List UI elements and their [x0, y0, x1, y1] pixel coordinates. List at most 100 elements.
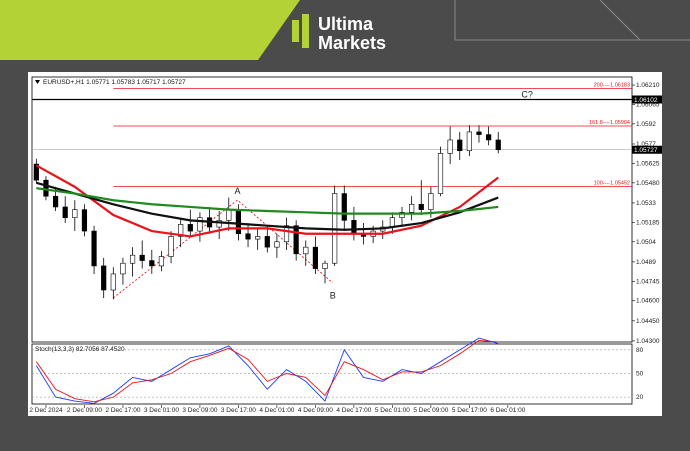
candle: [466, 125, 472, 157]
candle: [322, 260, 328, 284]
brand-line1: Ultima: [318, 14, 374, 34]
candle: [283, 217, 290, 250]
deco-line: [454, 0, 690, 41]
candle: [418, 180, 424, 215]
candle: [129, 247, 136, 277]
main-plot-frame: [31, 76, 633, 343]
annotation: B: [330, 290, 336, 300]
candle-body: [322, 262, 328, 269]
candle-body: [486, 134, 492, 141]
candle-body: [139, 254, 145, 261]
x-tick-label: 4 Dec 17:00: [336, 407, 371, 414]
candle-body: [197, 217, 203, 232]
y-tick-label: 1.04300: [636, 338, 660, 345]
candle: [91, 225, 97, 274]
y-tick-label: 1.05625: [636, 160, 660, 167]
candle-body: [235, 209, 242, 235]
wave-line: [113, 199, 334, 299]
candle-body: [110, 273, 116, 291]
candle-body: [341, 193, 347, 221]
brand-line2: Markets: [318, 33, 386, 53]
y-tick-label: 1.0592: [636, 121, 656, 128]
candle-body: [226, 209, 232, 221]
logo-bar: [302, 14, 309, 48]
candle: [81, 204, 88, 237]
candle: [264, 225, 270, 253]
x-tick-label: 4 Dec 01:00: [259, 407, 294, 414]
candle-body: [81, 209, 88, 232]
x-tick-label: 4 Dec 09:00: [298, 407, 333, 414]
candle: [399, 206, 405, 228]
y-tick-label: 1.05480: [636, 180, 660, 187]
stoch-title: Stoch(13,3,3) 82.7056 87.4520: [35, 346, 125, 353]
candle-body: [72, 209, 78, 218]
y-tick-label: 1.0577: [636, 141, 656, 148]
candle-body: [264, 236, 270, 248]
annotation: C?: [521, 89, 533, 99]
candle: [409, 196, 415, 221]
candle-body: [43, 179, 49, 197]
level-tag: [632, 95, 662, 104]
moving-average: [36, 187, 499, 215]
candle-body: [216, 220, 222, 228]
candle-body: [399, 212, 405, 218]
x-tick-label: 2 Dec 09:00: [67, 407, 102, 414]
x-tick-label: 5 Dec 01:00: [375, 407, 410, 414]
last-price-tag: [632, 145, 662, 154]
y-tick-label: 1.06210: [636, 82, 660, 89]
y-tick-label: 80: [636, 347, 644, 354]
x-tick-label: 5 Dec 17:00: [452, 407, 487, 414]
candle-body: [389, 217, 395, 228]
candle: [120, 257, 126, 285]
candle-body: [437, 153, 444, 194]
candle-body: [158, 256, 165, 267]
candle-body: [418, 203, 424, 210]
logo-bar: [292, 20, 299, 42]
candle: [457, 131, 463, 161]
candle-body: [101, 265, 107, 291]
candle-body: [495, 139, 501, 151]
candle: [149, 249, 155, 274]
fib-label: 200----1.06183: [594, 83, 630, 89]
candle-body: [293, 225, 299, 255]
y-tick-label: 1.0489: [636, 259, 656, 266]
y-tick-label: 20: [636, 394, 644, 401]
candle-body: [129, 254, 136, 264]
candle: [197, 212, 203, 242]
brand-band: [0, 0, 300, 60]
candle-body: [351, 220, 357, 235]
candle-body: [312, 246, 319, 269]
candle: [486, 126, 492, 146]
candle: [101, 257, 107, 299]
candle-body: [178, 224, 184, 237]
candle-body: [62, 206, 68, 218]
x-tick-label: 2 Dec 2024: [29, 407, 63, 414]
candle-body: [274, 241, 280, 248]
stoch-line: [35, 337, 499, 404]
candle-body: [187, 224, 193, 232]
candle-body: [33, 163, 39, 181]
stoch-plot-frame: [31, 343, 633, 405]
x-tick-label: 3 Dec 01:00: [144, 407, 179, 414]
candle: [255, 228, 261, 250]
candle: [476, 125, 482, 143]
candle: [187, 209, 193, 237]
y-tick-label: 1.06065: [636, 101, 660, 108]
candle: [274, 233, 280, 258]
candle-body: [447, 139, 453, 154]
candle-body: [476, 131, 482, 135]
fib-label: 161.8----1.05904: [589, 120, 630, 126]
x-tick-label: 3 Dec 17:00: [221, 407, 256, 414]
candle-body: [245, 233, 251, 240]
level-label: 1.06102: [634, 97, 658, 104]
x-tick-label: 5 Dec 09:00: [413, 407, 448, 414]
y-tick-label: 50: [636, 371, 644, 378]
candle: [437, 146, 444, 197]
menu-arrow: [35, 80, 40, 84]
candle: [110, 267, 116, 300]
candle: [216, 210, 222, 240]
y-tick-label: 1.04745: [636, 278, 660, 285]
candle: [341, 185, 347, 232]
